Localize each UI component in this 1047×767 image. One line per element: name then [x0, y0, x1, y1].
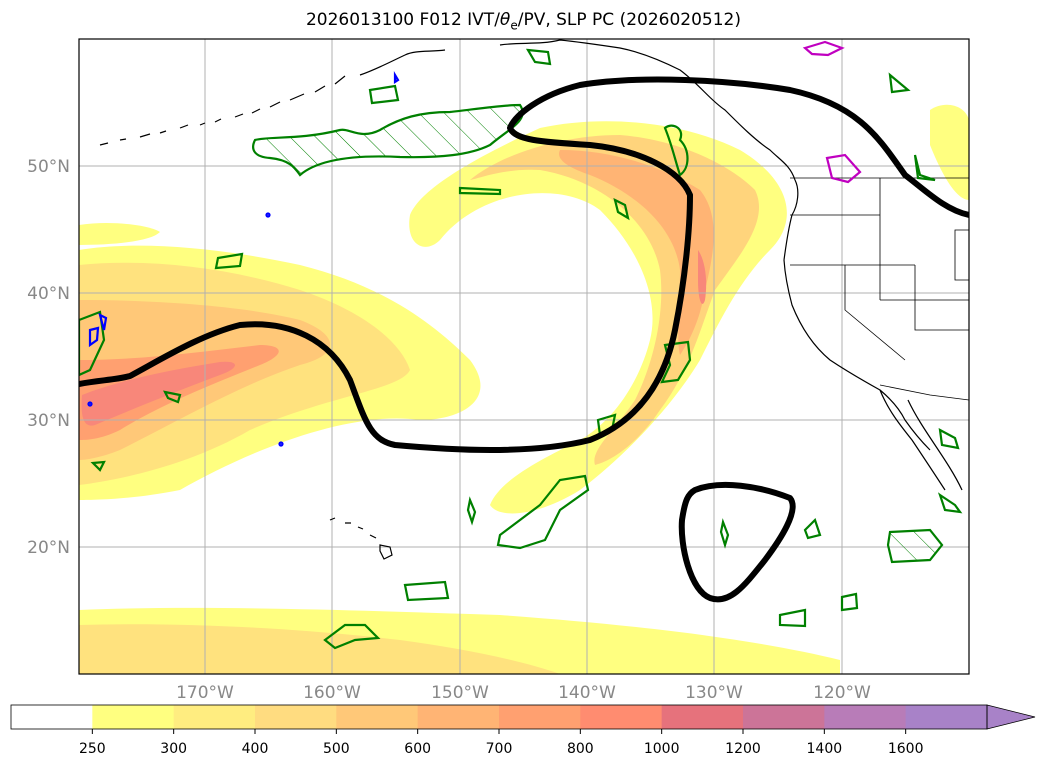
- pv-blob-1: [368, 84, 400, 105]
- colorbar-box: [580, 705, 663, 729]
- colorbar-box: [905, 705, 988, 729]
- ivt-band-south-300: [79, 624, 560, 674]
- pv-blob-13: [403, 580, 450, 602]
- pv-contours: [79, 48, 963, 650]
- colorbar-label: 500: [323, 741, 350, 757]
- coastlines: [99, 39, 963, 560]
- baja-peninsula: [879, 389, 963, 491]
- lon-label-140w: 140°W: [558, 683, 616, 703]
- colorbar-label: 1600: [888, 741, 924, 757]
- lon-label-170w: 170°W: [176, 683, 234, 703]
- colorbar-label: 700: [486, 741, 513, 757]
- colorbar-extend-arrow: [986, 704, 1036, 730]
- neg-dot-3: [87, 401, 93, 407]
- neg-blob-3: [393, 71, 400, 85]
- colorbar-box: [92, 705, 175, 729]
- pv-blob-7: [214, 252, 244, 270]
- pv-blob-18: [937, 492, 963, 514]
- map-title: 2026013100 F012 IVT/θe/PV, SLP PC (20260…: [305, 10, 742, 33]
- lat-label-50n: 50°N: [27, 157, 70, 177]
- colorbar-box: [743, 705, 825, 729]
- plot-frame: [78, 38, 970, 675]
- pv-blob-23: [458, 186, 502, 196]
- theta-e-contours: [802, 40, 862, 184]
- ivt-band-nw-250: [79, 222, 160, 245]
- colorbar-box: [824, 705, 907, 729]
- colorbar-box: [255, 705, 337, 729]
- slp-contour-closed: [678, 482, 796, 603]
- colorbar-label: 250: [79, 741, 106, 757]
- theta-e-blob-2: [825, 153, 862, 184]
- pv-blob-4: [888, 72, 911, 94]
- colorbar-box: [417, 705, 500, 729]
- pv-blob-15: [778, 608, 807, 628]
- pv-blob-5: [913, 154, 936, 182]
- neg-dot-2: [278, 441, 284, 447]
- neg-blob-1: [88, 326, 100, 348]
- colorbar-box: [661, 705, 744, 729]
- colorbar-box: [173, 705, 256, 729]
- pv-blob-11: [496, 474, 590, 550]
- theta-e-blob-1: [802, 40, 845, 57]
- pv-blob-2: [525, 48, 552, 66]
- pv-blob-8: [79, 310, 106, 377]
- ivt-band-ne-250: [930, 104, 969, 200]
- lat-label-30n: 30°N: [27, 411, 70, 431]
- aleutian-islands: [99, 75, 346, 146]
- pv-blob-14: [323, 623, 381, 650]
- lat-label-20n: 20°N: [27, 538, 70, 558]
- ivt-band-west-800: [81, 361, 235, 426]
- pv-blob-3: [663, 124, 689, 177]
- political-borders: [790, 177, 969, 401]
- lat-label-40n: 40°N: [27, 284, 70, 304]
- lon-label-160w: 160°W: [303, 683, 361, 703]
- colorbar-box: [499, 705, 581, 729]
- colorbar-label: 1000: [644, 741, 680, 757]
- alaska-coast: [359, 39, 796, 181]
- negative-contours: [87, 71, 400, 447]
- pv-hatched-blob: [886, 528, 944, 564]
- colorbar-label: 600: [404, 741, 431, 757]
- colorbar-box: [11, 705, 93, 729]
- slp-contours: [79, 76, 969, 603]
- colorbar-label: 800: [567, 741, 594, 757]
- colorbar-label: 1200: [725, 741, 761, 757]
- pv-blob-9: [660, 340, 692, 384]
- slp-contour-main: [79, 76, 969, 453]
- pv-blob-21: [719, 518, 730, 549]
- hawaii-islands: [329, 517, 393, 560]
- pv-blob-22: [163, 390, 182, 404]
- pv-blob-12: [466, 496, 477, 526]
- pv-blob-20: [803, 517, 822, 540]
- mexico-border: [879, 384, 969, 401]
- neg-blob-2: [98, 312, 108, 331]
- pv-blob-16: [840, 592, 859, 612]
- pv-blob-6: [613, 197, 630, 221]
- neg-dot-1: [265, 212, 271, 218]
- ivt-band-east-800: [698, 250, 707, 304]
- lon-label-120w: 120°W: [813, 683, 871, 703]
- colorbar-box: [336, 705, 419, 729]
- us-west-coast: [783, 259, 931, 451]
- pv-blob-19: [938, 428, 960, 450]
- colorbar-boxes: [11, 705, 988, 729]
- lon-label-130w: 130°W: [685, 683, 743, 703]
- ca-nv-line: [844, 265, 906, 361]
- colorbar-labels: 250 300 400 500 600 700 800 1000 1200 1400 1600: [79, 729, 924, 757]
- pv-blob-24: [90, 460, 106, 472]
- colorbar-label: 300: [160, 741, 187, 757]
- ivt-band-east-600: [559, 150, 714, 355]
- colorbar-label: 1400: [807, 741, 843, 757]
- colorbar-label: 400: [242, 741, 269, 757]
- lon-label-150w: 150°W: [431, 683, 489, 703]
- state-lines: [790, 178, 969, 331]
